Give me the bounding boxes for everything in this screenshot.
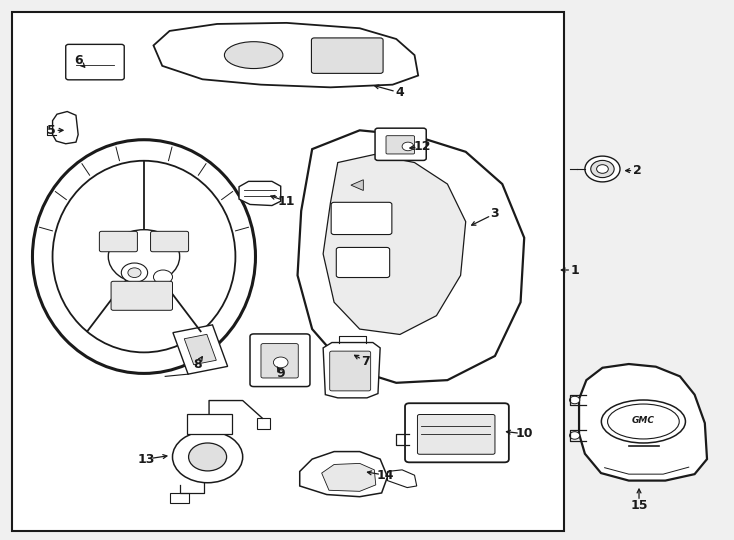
Ellipse shape bbox=[53, 161, 236, 353]
Polygon shape bbox=[323, 154, 465, 334]
FancyBboxPatch shape bbox=[111, 281, 172, 310]
Polygon shape bbox=[53, 112, 78, 144]
Polygon shape bbox=[153, 23, 418, 87]
Text: 7: 7 bbox=[361, 355, 370, 368]
Polygon shape bbox=[299, 451, 388, 497]
Polygon shape bbox=[351, 180, 363, 191]
Polygon shape bbox=[579, 364, 707, 481]
FancyBboxPatch shape bbox=[330, 351, 371, 391]
Polygon shape bbox=[184, 334, 217, 364]
Circle shape bbox=[591, 160, 614, 178]
FancyBboxPatch shape bbox=[250, 334, 310, 387]
Text: GMC: GMC bbox=[632, 416, 655, 425]
Circle shape bbox=[597, 165, 608, 173]
FancyBboxPatch shape bbox=[375, 128, 426, 160]
Polygon shape bbox=[323, 342, 380, 398]
FancyBboxPatch shape bbox=[150, 231, 189, 252]
Polygon shape bbox=[258, 418, 270, 429]
FancyBboxPatch shape bbox=[66, 44, 124, 80]
Text: 10: 10 bbox=[515, 427, 533, 440]
Text: 2: 2 bbox=[633, 164, 642, 177]
Polygon shape bbox=[170, 494, 189, 503]
Polygon shape bbox=[321, 463, 376, 491]
FancyBboxPatch shape bbox=[405, 403, 509, 462]
Text: 14: 14 bbox=[377, 469, 394, 482]
Circle shape bbox=[128, 268, 141, 278]
FancyBboxPatch shape bbox=[386, 136, 415, 154]
Text: 8: 8 bbox=[193, 357, 202, 370]
FancyBboxPatch shape bbox=[12, 12, 564, 531]
Polygon shape bbox=[388, 470, 417, 488]
FancyBboxPatch shape bbox=[261, 343, 298, 378]
Text: 3: 3 bbox=[490, 207, 499, 220]
Circle shape bbox=[402, 142, 414, 151]
Circle shape bbox=[121, 263, 148, 282]
Circle shape bbox=[570, 431, 580, 439]
Text: 9: 9 bbox=[277, 367, 285, 380]
Polygon shape bbox=[297, 130, 524, 383]
Polygon shape bbox=[239, 181, 280, 206]
FancyBboxPatch shape bbox=[418, 415, 495, 454]
Circle shape bbox=[172, 431, 243, 483]
Circle shape bbox=[585, 156, 620, 182]
Circle shape bbox=[570, 396, 580, 404]
Text: 6: 6 bbox=[74, 54, 82, 67]
Circle shape bbox=[273, 357, 288, 368]
Text: 11: 11 bbox=[277, 195, 295, 208]
FancyBboxPatch shape bbox=[311, 38, 383, 73]
Ellipse shape bbox=[109, 230, 180, 284]
Text: 12: 12 bbox=[413, 140, 431, 153]
FancyBboxPatch shape bbox=[336, 247, 390, 278]
Polygon shape bbox=[173, 325, 228, 374]
Text: 13: 13 bbox=[137, 453, 155, 465]
FancyBboxPatch shape bbox=[99, 231, 137, 252]
FancyBboxPatch shape bbox=[331, 202, 392, 234]
FancyBboxPatch shape bbox=[187, 414, 233, 434]
Text: 5: 5 bbox=[47, 124, 56, 137]
Text: 4: 4 bbox=[396, 86, 404, 99]
Circle shape bbox=[189, 443, 227, 471]
Text: 1: 1 bbox=[571, 264, 580, 276]
Text: 15: 15 bbox=[631, 499, 648, 512]
Circle shape bbox=[153, 270, 172, 284]
Ellipse shape bbox=[225, 42, 283, 69]
